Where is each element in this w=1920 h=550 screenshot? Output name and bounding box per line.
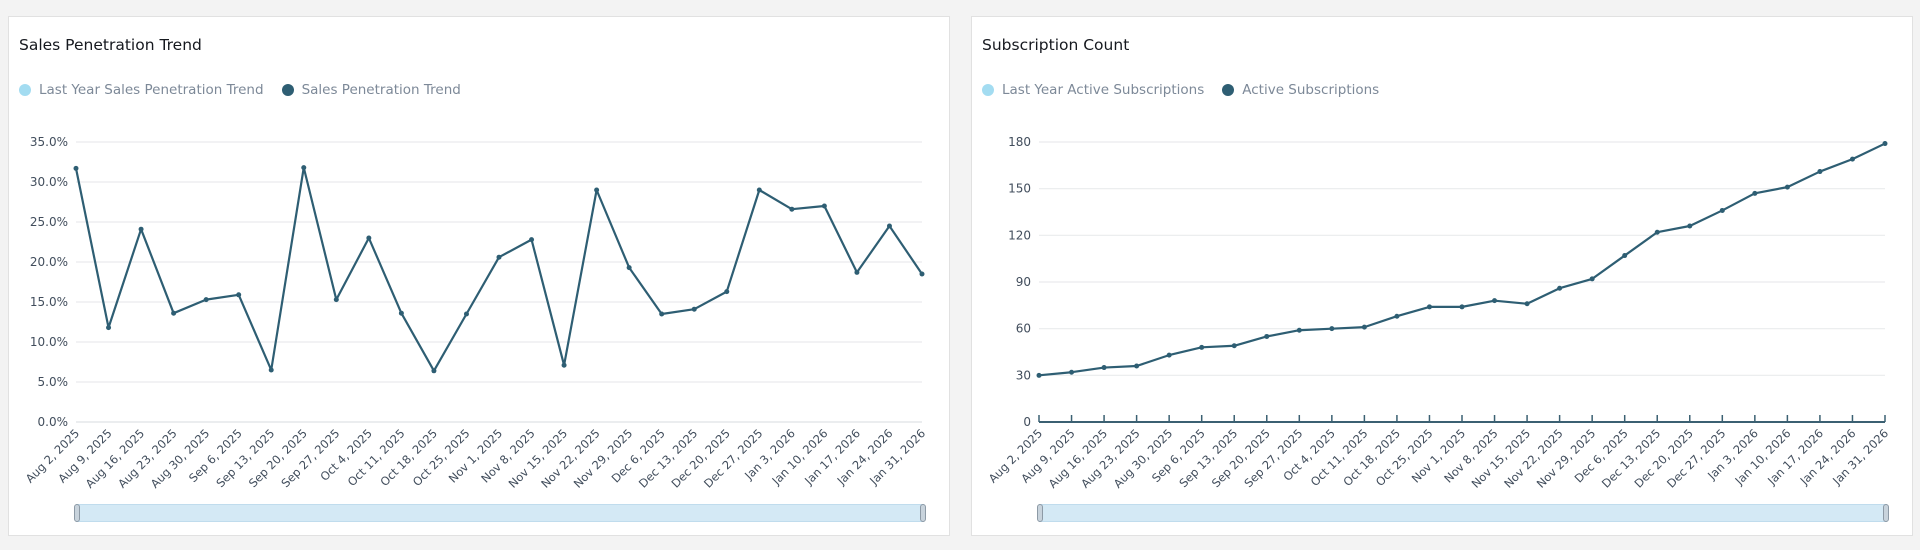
data-point[interactable] (1069, 369, 1075, 375)
range-handle-start[interactable] (74, 504, 80, 522)
chart-title: Subscription Count (982, 36, 1130, 54)
data-point[interactable] (1134, 363, 1140, 369)
data-point[interactable] (854, 269, 860, 275)
data-point[interactable] (1557, 285, 1563, 291)
y-tick-label: 0 (1023, 415, 1031, 429)
data-point[interactable] (1687, 223, 1693, 229)
data-point[interactable] (1459, 304, 1465, 310)
data-point[interactable] (1654, 229, 1660, 235)
data-point[interactable] (919, 271, 925, 277)
data-point[interactable] (138, 226, 144, 232)
data-point[interactable] (496, 254, 502, 260)
y-tick-label: 25.0% (30, 215, 68, 229)
series-line (74, 166, 923, 372)
data-point[interactable] (691, 306, 697, 312)
legend-dot-icon (1222, 84, 1235, 96)
data-point[interactable] (1036, 372, 1042, 378)
data-point[interactable] (1361, 324, 1367, 330)
data-point[interactable] (756, 187, 762, 193)
range-handle-end[interactable] (920, 504, 926, 522)
chart-legend: Last Year Sales Penetration Trend Sales … (19, 82, 479, 98)
legend-dot-icon (19, 84, 31, 96)
data-point[interactable] (1101, 365, 1107, 371)
data-point[interactable] (1394, 313, 1400, 319)
chart-legend: Last Year Active Subscriptions Active Su… (982, 82, 1397, 98)
data-point[interactable] (724, 289, 730, 295)
chart-range-scrollbar[interactable] (74, 504, 926, 522)
data-point[interactable] (366, 235, 372, 241)
data-point[interactable] (1589, 276, 1595, 282)
y-tick-label: 35.0% (30, 135, 68, 149)
legend-item-current[interactable]: Active Subscriptions (1222, 82, 1379, 98)
sales-penetration-panel: Sales Penetration Trend Last Year Sales … (8, 16, 950, 536)
y-tick-label: 10.0% (30, 335, 68, 349)
y-tick-label: 20.0% (30, 255, 68, 269)
data-point[interactable] (1817, 169, 1823, 175)
y-tick-label: 30.0% (30, 175, 68, 189)
data-point[interactable] (333, 297, 339, 303)
y-tick-label: 150 (1008, 182, 1031, 196)
data-point[interactable] (1296, 327, 1302, 333)
series-line (1038, 142, 1886, 377)
data-point[interactable] (1752, 190, 1758, 196)
data-point[interactable] (301, 165, 307, 171)
legend-label: Last Year Active Subscriptions (1002, 82, 1205, 98)
y-tick-label: 30 (1016, 368, 1031, 382)
data-point[interactable] (236, 292, 242, 298)
legend-item-last-year[interactable]: Last Year Sales Penetration Trend (19, 82, 264, 98)
data-point[interactable] (1524, 301, 1530, 307)
data-point[interactable] (594, 187, 600, 193)
data-point[interactable] (821, 203, 827, 209)
data-point[interactable] (626, 265, 632, 271)
y-tick-label: 15.0% (30, 295, 68, 309)
line-chart-plot: 0.0%5.0%10.0%15.0%20.0%25.0%30.0%35.0%Au… (23, 135, 928, 491)
data-point[interactable] (171, 310, 177, 316)
range-handle-start[interactable] (1037, 504, 1043, 522)
legend-dot-icon (281, 84, 294, 96)
legend-dot-icon (982, 84, 994, 96)
data-point[interactable] (398, 310, 404, 316)
data-point[interactable] (268, 367, 274, 373)
chart-range-scrollbar[interactable] (1037, 504, 1889, 522)
subscription-count-panel: Subscription Count Last Year Active Subs… (971, 16, 1913, 536)
y-tick-label: 5.0% (38, 375, 69, 389)
data-point[interactable] (1622, 253, 1628, 259)
data-point[interactable] (529, 237, 535, 243)
data-point[interactable] (1849, 156, 1855, 162)
data-point[interactable] (1264, 333, 1270, 339)
legend-label: Sales Penetration Trend (301, 82, 461, 98)
data-point[interactable] (561, 362, 567, 368)
data-point[interactable] (1329, 326, 1335, 332)
data-point[interactable] (203, 297, 209, 303)
legend-label: Active Subscriptions (1242, 82, 1380, 98)
y-tick-label: 90 (1016, 275, 1031, 289)
data-point[interactable] (1166, 352, 1172, 358)
data-point[interactable] (1426, 304, 1432, 310)
data-point[interactable] (1719, 207, 1725, 213)
data-point[interactable] (463, 311, 469, 317)
y-tick-label: 0.0% (38, 415, 69, 429)
data-point[interactable] (886, 223, 892, 229)
y-tick-label: 120 (1008, 228, 1031, 242)
range-handle-end[interactable] (1883, 504, 1889, 522)
data-point[interactable] (1882, 141, 1888, 147)
data-point[interactable] (431, 368, 437, 374)
data-point[interactable] (1231, 343, 1237, 349)
chart-title: Sales Penetration Trend (19, 36, 202, 54)
data-point[interactable] (659, 311, 665, 317)
data-point[interactable] (106, 325, 112, 331)
data-point[interactable] (73, 165, 79, 171)
y-tick-label: 60 (1016, 322, 1031, 336)
data-point[interactable] (789, 206, 795, 212)
y-tick-label: 180 (1008, 135, 1031, 149)
legend-item-last-year[interactable]: Last Year Active Subscriptions (982, 82, 1204, 98)
data-point[interactable] (1492, 298, 1498, 304)
legend-item-current[interactable]: Sales Penetration Trend (281, 82, 461, 98)
legend-label: Last Year Sales Penetration Trend (39, 82, 264, 98)
data-point[interactable] (1199, 344, 1205, 350)
data-point[interactable] (1784, 184, 1790, 190)
